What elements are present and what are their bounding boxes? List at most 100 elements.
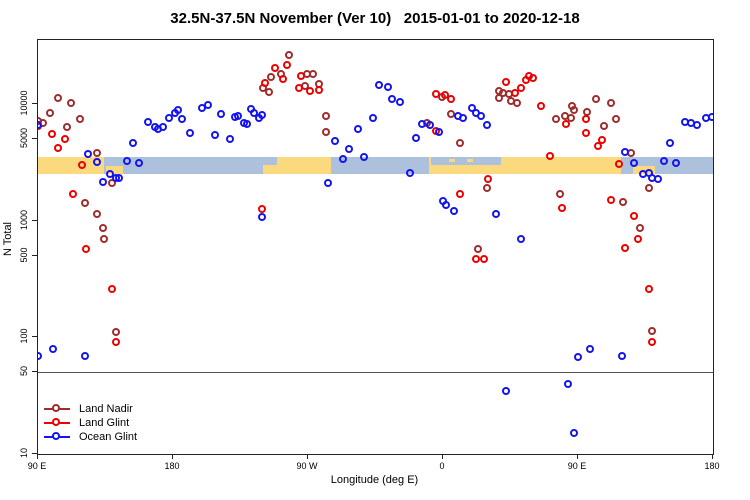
data-point [107,178,116,187]
data-point [629,158,638,167]
data-point [143,117,152,126]
data-point [266,73,275,81]
data-point [257,110,266,119]
data-point [635,224,644,232]
x-axis-tick [712,454,713,459]
y-axis-tick [32,219,37,221]
data-point [455,139,464,148]
y-axis-title: N Total [2,221,14,257]
legend-item-land-nadir: Land Nadir [44,402,137,416]
data-point [586,345,594,354]
data-point [203,101,212,110]
data-point [112,338,120,347]
data-point [305,86,314,95]
data-point [442,201,450,210]
data-point [92,149,101,158]
data-point [38,120,42,129]
data-point [593,141,602,150]
data-point [449,207,458,216]
data-point [446,95,455,104]
data-point [331,137,339,146]
data-point [406,168,414,177]
data-point [629,211,638,220]
data-point [296,71,305,80]
legend-item-land-glint: Land Glint [44,416,137,430]
y-axis-tick-label: 500 [19,247,29,263]
data-point [412,134,420,143]
data-point [61,134,69,143]
data-point [659,157,668,166]
data-point [574,352,582,361]
x-axis-tick [37,454,38,459]
data-point [47,130,56,139]
y-axis-tick-label: 10000 [19,90,29,116]
data-point [502,386,510,395]
data-point [562,119,570,128]
data-point [211,130,219,139]
data-point [265,88,273,97]
strip-land-segment [449,159,455,163]
data-point [322,127,330,136]
data-point [476,112,485,121]
data-point [482,184,491,193]
data-point [257,213,266,222]
data-point [614,160,623,169]
data-point [569,105,578,114]
data-point [353,124,362,133]
x-axis-tick-label: 90 W [296,461,318,471]
data-point [278,75,287,84]
x-axis-tick-label: 90 E [27,461,47,471]
data-point [557,204,566,213]
legend-item-ocean-glint: Ocean Glint [44,430,137,444]
data-point [617,352,626,361]
strip-land-segment [633,165,655,175]
strip-land-segment [467,159,473,163]
legend-label: Ocean Glint [79,431,138,443]
data-point [566,114,575,122]
data-point [338,155,347,164]
data-point [517,235,525,244]
land-glint-marker-icon [44,418,70,428]
data-point [431,89,440,98]
data-point [634,235,642,244]
data-point [545,151,554,160]
data-point [158,122,167,131]
data-point [472,255,480,264]
data-point [185,129,194,138]
legend-label: Land Glint [79,417,130,429]
data-point [644,285,653,294]
data-point [512,98,521,107]
data-point [619,197,627,206]
data-point [164,114,173,122]
data-point [581,115,590,124]
data-point [83,150,92,159]
y-axis-tick [32,102,37,104]
data-point [446,109,455,118]
data-point [242,119,251,128]
y-axis-tick-label: 10 [19,447,29,459]
data-point [388,95,396,104]
data-point [62,122,71,131]
data-point [607,196,615,205]
data-point [707,113,713,122]
data-point [38,352,42,361]
data-point [647,338,656,347]
data-point [112,328,120,336]
data-point [128,139,137,148]
chart-legend: Land Nadir Land Glint Ocean Glint [44,402,137,444]
data-point [644,184,653,193]
data-point [517,83,525,92]
data-point [53,94,62,103]
data-point [479,255,488,264]
y-axis-tick-label: 50 [19,366,29,377]
data-point [418,119,426,128]
data-point [484,174,492,183]
y-axis-tick-label: 100 [19,328,29,344]
strip-ocean-segment [431,157,502,166]
data-point [374,81,383,90]
data-point [511,88,519,97]
data-point [395,97,404,106]
data-point [308,70,317,79]
data-point [467,103,476,112]
